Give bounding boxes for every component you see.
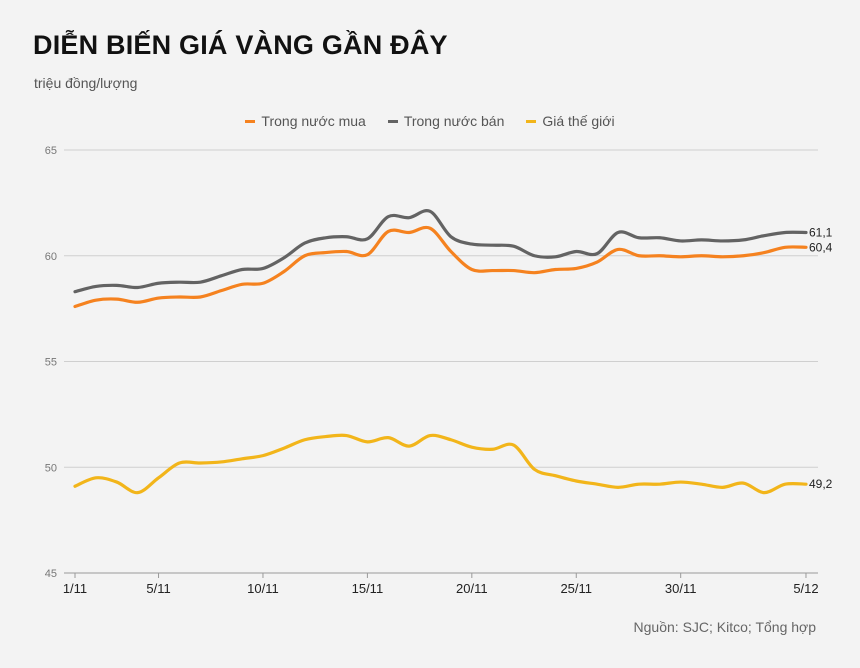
- legend-swatch: [526, 119, 537, 123]
- x-tick-label: 5/11: [146, 581, 170, 596]
- y-tick-label: 50: [45, 462, 57, 474]
- x-tick-label: 1/11: [63, 581, 87, 596]
- chart-subtitle: triệu đồng/lượng: [34, 75, 138, 91]
- legend-item-buy: Trong nước mua: [245, 113, 366, 129]
- chart-title: DIỄN BIẾN GIÁ VÀNG GẦN ĐÂY: [33, 30, 448, 60]
- legend-item-world: Giá thế giới: [526, 113, 615, 129]
- series-line: [73, 225, 808, 309]
- y-tick-label: 45: [45, 568, 57, 580]
- x-tick-label: 25/11: [560, 581, 592, 596]
- x-tick-label: 10/11: [247, 581, 279, 596]
- legend-label: Trong nước bán: [403, 113, 505, 129]
- end-data-label: 60,4: [809, 240, 833, 254]
- legend-label: Trong nước mua: [261, 113, 366, 129]
- legend: Trong nước mua Trong nước bán Giá thế gi…: [0, 113, 860, 129]
- end-data-label: 49,2: [809, 477, 833, 491]
- legend-swatch: [387, 119, 398, 123]
- source-note: Nguồn: SJC; Kitco; Tổng hợp: [633, 619, 816, 635]
- legend-item-sell: Trong nước bán: [387, 113, 505, 129]
- series-line: [73, 209, 808, 294]
- legend-label: Giá thế giới: [542, 113, 615, 129]
- legend-swatch: [245, 119, 256, 123]
- x-tick-label: 5/12: [793, 581, 818, 596]
- series-line: [73, 433, 808, 495]
- x-tick-label: 20/11: [456, 581, 488, 596]
- x-tick-label: 30/11: [665, 581, 697, 596]
- x-tick-label: 15/11: [352, 581, 384, 596]
- y-tick-label: 65: [45, 145, 57, 157]
- y-tick-label: 55: [45, 357, 57, 369]
- end-data-label: 61,1: [809, 225, 833, 239]
- y-tick-label: 60: [45, 251, 57, 263]
